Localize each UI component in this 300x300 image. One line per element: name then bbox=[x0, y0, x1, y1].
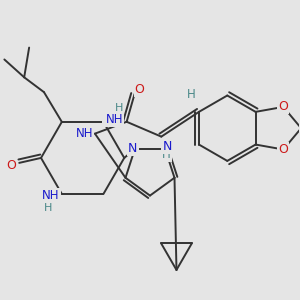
Text: H: H bbox=[103, 115, 111, 125]
Text: O: O bbox=[278, 143, 288, 156]
Text: H: H bbox=[115, 103, 124, 113]
Text: NH: NH bbox=[105, 113, 123, 126]
Text: H: H bbox=[44, 203, 52, 213]
Text: O: O bbox=[6, 159, 16, 172]
Text: NH: NH bbox=[76, 127, 93, 140]
Text: N: N bbox=[162, 140, 172, 154]
Text: NH: NH bbox=[42, 189, 60, 203]
Text: H: H bbox=[187, 88, 195, 100]
Text: O: O bbox=[278, 100, 288, 113]
Text: H: H bbox=[162, 148, 171, 161]
Text: N: N bbox=[128, 142, 138, 155]
Text: O: O bbox=[135, 82, 145, 96]
